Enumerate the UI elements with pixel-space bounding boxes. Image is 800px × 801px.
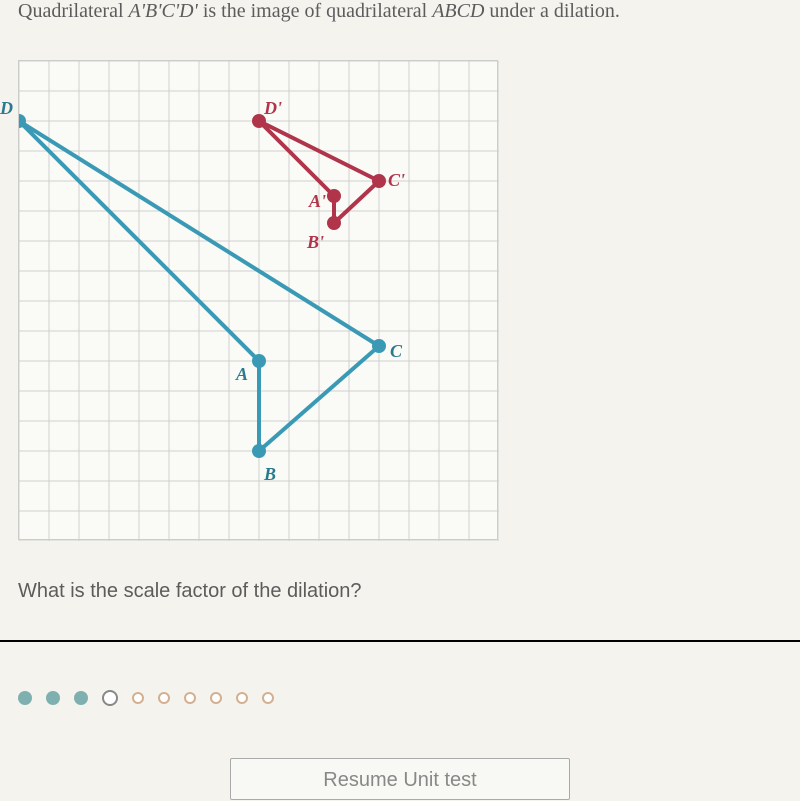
progress-dot-4[interactable] (132, 692, 144, 704)
coordinate-grid (18, 60, 498, 540)
vertex-label-D: D (0, 98, 13, 119)
grid-svg (19, 61, 499, 541)
progress-dot-5[interactable] (158, 692, 170, 704)
resume-button[interactable]: Resume Unit test (230, 758, 570, 800)
progress-dot-1[interactable] (46, 691, 60, 705)
vertex-label-A: A (236, 364, 248, 385)
vertex-label-Bp: B' (307, 232, 324, 253)
progress-dot-7[interactable] (210, 692, 222, 704)
progress-dot-6[interactable] (184, 692, 196, 704)
vertex-label-Ap: A' (309, 191, 326, 212)
progress-dot-0[interactable] (18, 691, 32, 705)
vertex-label-Cp: C' (388, 170, 405, 191)
answer-input-line[interactable] (0, 640, 800, 642)
vertex-label-C: C (390, 341, 402, 362)
vertex-label-Dp: D' (264, 98, 282, 119)
progress-dot-8[interactable] (236, 692, 248, 704)
progress-dots (18, 690, 274, 706)
progress-dot-3[interactable] (102, 690, 118, 706)
problem-statement: Quadrilateral A'B'C'D' is the image of q… (18, 0, 620, 23)
progress-dot-2[interactable] (74, 691, 88, 705)
progress-dot-9[interactable] (262, 692, 274, 704)
question-text: What is the scale factor of the dilation… (18, 580, 362, 603)
vertex-label-B: B (264, 464, 276, 485)
